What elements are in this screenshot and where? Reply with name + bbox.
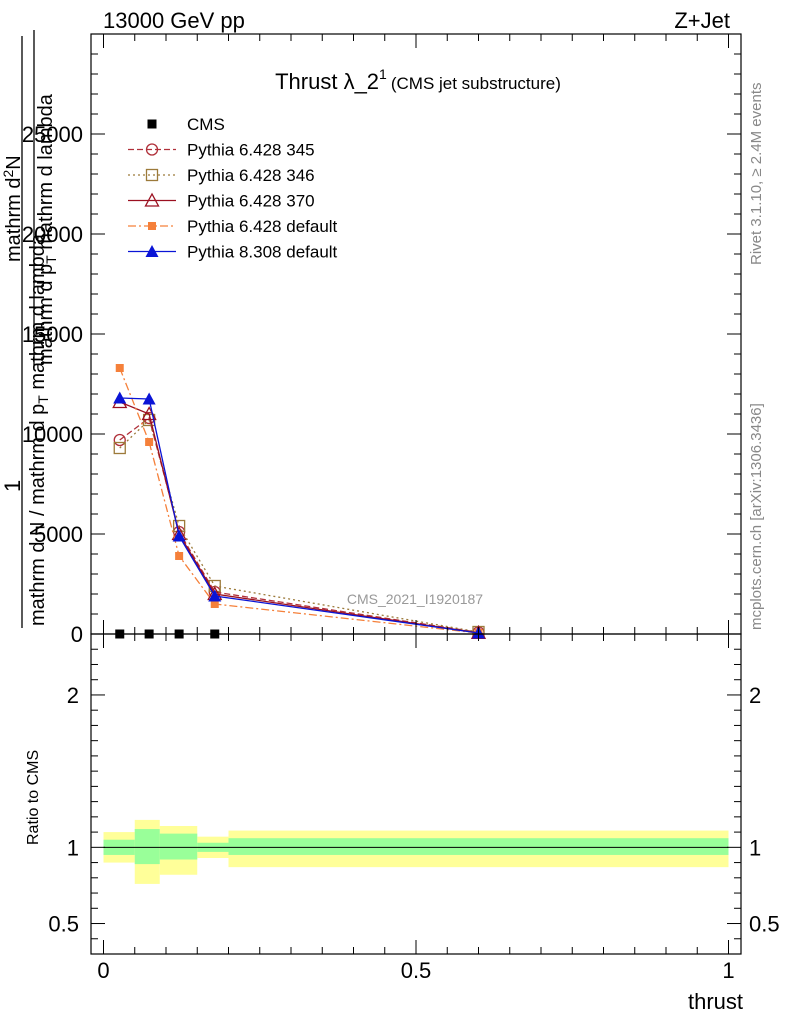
y-label-denominator: mathrm d N / mathrm d pT mathrm d lambda	[27, 233, 51, 626]
point-p8def-2	[172, 529, 186, 542]
ratio-inner-band-1	[134, 829, 160, 865]
x-tick-label: 0.5	[401, 958, 432, 983]
legend: CMS Pythia 6.428 345 Pythia 6.428 346 Pythi…	[128, 115, 338, 262]
legend-marker-p346	[145, 168, 159, 182]
legend-marker-p8def	[145, 245, 159, 257]
plot-title: Thrust λ_21 (CMS jet substructure)	[275, 66, 561, 94]
mcplots-label: mcplots.cern.ch [arXiv:1306.3436]	[748, 403, 765, 630]
main-y-tick-label: 0	[71, 622, 83, 647]
ratio-panel-frame	[90, 633, 742, 955]
legend-label-cms: CMS	[187, 115, 225, 134]
legend-label-p345: Pythia 6.428 345	[187, 141, 315, 160]
ratio-y-tick-label-right: 2	[749, 683, 761, 708]
y-label-one: 1	[0, 480, 25, 492]
point-p345-0	[113, 433, 126, 447]
point-p6def-2	[175, 552, 184, 560]
main-y-tick-label: 20000	[22, 222, 83, 247]
point-p8def-0	[113, 391, 127, 404]
main-y-tick-label: 15000	[22, 322, 83, 347]
ratio-y-tick-label-left: 2	[67, 683, 79, 708]
point-p8def-3	[208, 589, 222, 602]
tick-labels: 0 5000 10000 15000 20000 25000 0.5 0.5 1 1 2 2 0 0.5 1	[22, 122, 780, 983]
rivet-label: Rivet 3.1.10, ≥ 2.4M events	[748, 83, 765, 266]
legend-marker-p345	[145, 143, 159, 156]
ratio-inner-band-4	[228, 838, 729, 855]
ratio-y-tick-label-left: 0.5	[48, 912, 79, 937]
ratio-y-tick-label-right: 0.5	[749, 912, 780, 937]
main-y-tick-label: 25000	[22, 122, 83, 147]
point-p346-0	[113, 441, 126, 455]
analysis-watermark: CMS_2021_I1920187	[347, 591, 483, 607]
main-y-label: 1 mathrm d N / mathrm d pT mathrm d lamb…	[0, 30, 59, 628]
point-p6def-0	[115, 364, 124, 372]
ratio-inner-band-2	[159, 833, 198, 860]
legend-label-p370: Pythia 6.428 370	[187, 192, 315, 211]
x-axis-label: thrust	[688, 989, 743, 1014]
plot-title-sup: 1	[379, 66, 387, 82]
plot-title-main: Thrust λ_2	[275, 69, 379, 94]
main-y-tick-label: 5000	[34, 522, 83, 547]
point-p6def-3	[210, 600, 219, 608]
legend-marker-p6def	[148, 222, 156, 230]
y-label-top-line1: mathrm d2N	[0, 155, 25, 262]
legend-marker-cms	[147, 119, 157, 129]
legend-label-p6def: Pythia 6.428 default	[187, 217, 338, 236]
axis-ticks	[91, 33, 741, 954]
ratio-bands	[103, 819, 729, 884]
legend-marker-p370	[144, 192, 160, 207]
x-tick-label: 1	[722, 958, 734, 983]
x-tick-label: 0	[97, 958, 109, 983]
point-p6def-1	[145, 438, 154, 446]
series-line-p346	[119, 418, 479, 633]
header-right: Z+Jet	[674, 8, 730, 33]
main-y-tick-label: 10000	[22, 422, 83, 447]
ratio-y-tick-label-left: 1	[67, 835, 79, 860]
legend-label-p8def: Pythia 8.308 default	[187, 243, 338, 262]
header-left: 13000 GeV pp	[103, 8, 245, 33]
y-label-top-line2: mathrm d pT mathrm d lambda	[35, 93, 59, 365]
point-p8def-1	[142, 392, 156, 405]
ratio-y-tick-label-right: 1	[749, 835, 761, 860]
plot-title-sub: (CMS jet substructure)	[391, 74, 561, 93]
ratio-y-label: Ratio to CMS	[25, 750, 42, 845]
legend-label-p346: Pythia 6.428 346	[187, 166, 315, 185]
